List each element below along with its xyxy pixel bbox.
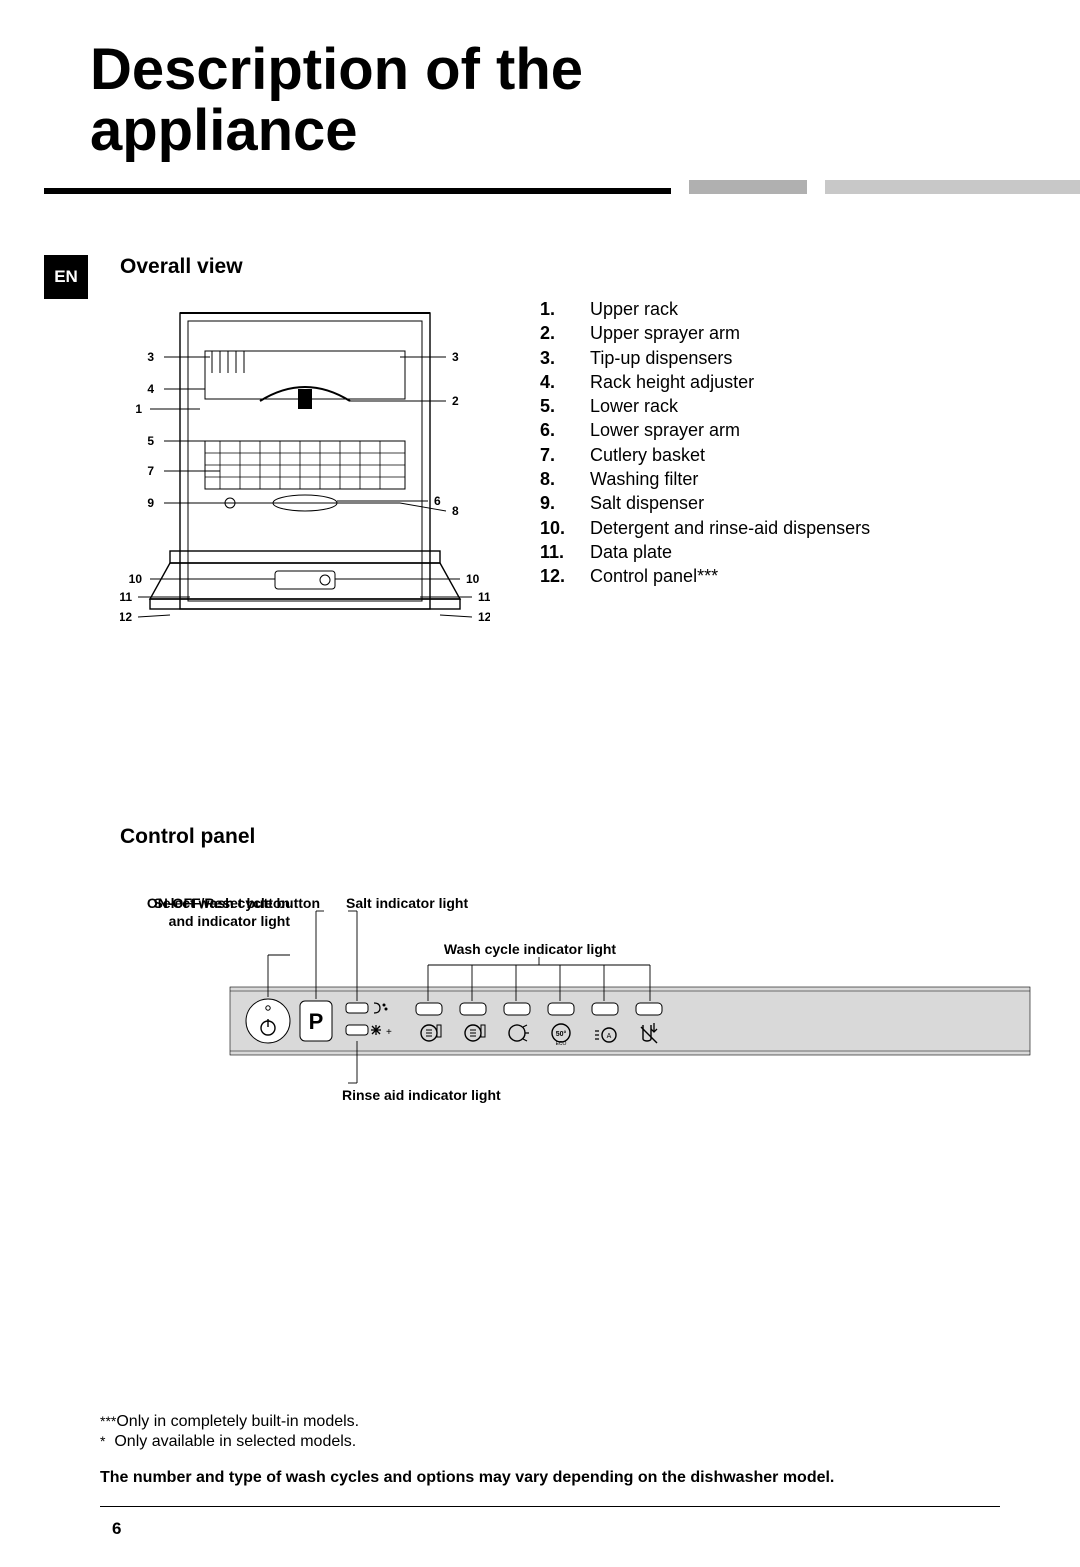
part-label: Salt dispenser [590, 491, 704, 515]
part-num: 2. [540, 321, 590, 345]
part-num: 5. [540, 394, 590, 418]
page-number: 6 [112, 1519, 121, 1539]
part-num: 3. [540, 346, 590, 370]
svg-text:3: 3 [452, 350, 459, 364]
svg-text:5: 5 [147, 434, 154, 448]
part-num: 7. [540, 443, 590, 467]
part-num: 1. [540, 297, 590, 321]
part-num: 6. [540, 418, 590, 442]
label-wash-cycle: Wash cycle indicator light [400, 941, 660, 959]
label-rinse-aid: Rinse aid indicator light [342, 1087, 562, 1105]
svg-text:4: 4 [147, 382, 154, 396]
svg-text:10: 10 [129, 572, 143, 586]
part-label: Washing filter [590, 467, 698, 491]
parts-list: 1.Upper rack 2.Upper sprayer arm 3.Tip-u… [540, 297, 870, 661]
control-panel-section: Control panel Select wash cycle button O… [120, 825, 1020, 1125]
part-label: Control panel*** [590, 564, 718, 588]
title-rule-gray-2 [825, 180, 1080, 194]
overall-view-section: Overall view [120, 255, 1020, 661]
svg-text:8: 8 [452, 504, 459, 518]
svg-text:6: 6 [434, 494, 441, 508]
title-rule-gray-1 [689, 180, 807, 194]
part-label: Data plate [590, 540, 672, 564]
footnotes: ***Only in completely built-in models. *… [100, 1413, 1000, 1487]
footnote-bold: The number and type of wash cycles and o… [100, 1469, 1000, 1487]
appliance-diagram: 3 4 1 5 7 9 10 11 12 3 2 6 8 10 1 [120, 301, 490, 661]
part-label: Upper rack [590, 297, 678, 321]
svg-text:11: 11 [120, 590, 132, 604]
page-title: Description of the appliance [90, 40, 1080, 162]
part-num: 8. [540, 467, 590, 491]
title-line-1: Description of the [90, 37, 583, 102]
svg-text:10: 10 [466, 572, 480, 586]
svg-text:3: 3 [147, 350, 154, 364]
part-label: Cutlery basket [590, 443, 705, 467]
part-label: Tip-up dispensers [590, 346, 732, 370]
part-label: Rack height adjuster [590, 370, 754, 394]
svg-text:A: A [607, 1033, 612, 1040]
bottom-rule [100, 1506, 1000, 1507]
svg-text:50°: 50° [556, 1030, 567, 1038]
language-tab: EN [44, 255, 88, 299]
svg-text:12: 12 [478, 610, 490, 624]
svg-text:ECO: ECO [556, 1041, 567, 1047]
part-label: Detergent and rinse-aid dispensers [590, 516, 870, 540]
svg-text:7: 7 [147, 464, 154, 478]
part-num: 10. [540, 516, 590, 540]
part-label: Upper sprayer arm [590, 321, 740, 345]
overall-view-heading: Overall view [120, 255, 1020, 279]
svg-text:1: 1 [135, 402, 142, 416]
svg-text:11: 11 [478, 590, 490, 604]
label-on-off: ON-OFF/Reset button and indicator light [90, 895, 290, 930]
svg-text:P: P [309, 1009, 324, 1034]
part-num: 4. [540, 370, 590, 394]
part-label: Lower sprayer arm [590, 418, 740, 442]
footnote-1: ***Only in completely built-in models. [100, 1413, 1000, 1431]
control-panel-diagram: Select wash cycle button ON-OFF/Reset bu… [120, 895, 1040, 1125]
part-num: 11. [540, 540, 590, 564]
part-num: 9. [540, 491, 590, 515]
title-line-2: appliance [90, 98, 358, 163]
svg-text:2: 2 [452, 394, 459, 408]
title-rule [0, 180, 1080, 194]
control-panel-heading: Control panel [120, 825, 1020, 849]
svg-text:9: 9 [147, 496, 154, 510]
label-salt: Salt indicator light [346, 895, 506, 913]
footnote-2: * Only available in selected models. [100, 1433, 1000, 1451]
svg-text:12: 12 [120, 610, 132, 624]
svg-text:+: + [386, 1027, 392, 1038]
part-num: 12. [540, 564, 590, 588]
title-rule-black [44, 188, 671, 194]
part-label: Lower rack [590, 394, 678, 418]
